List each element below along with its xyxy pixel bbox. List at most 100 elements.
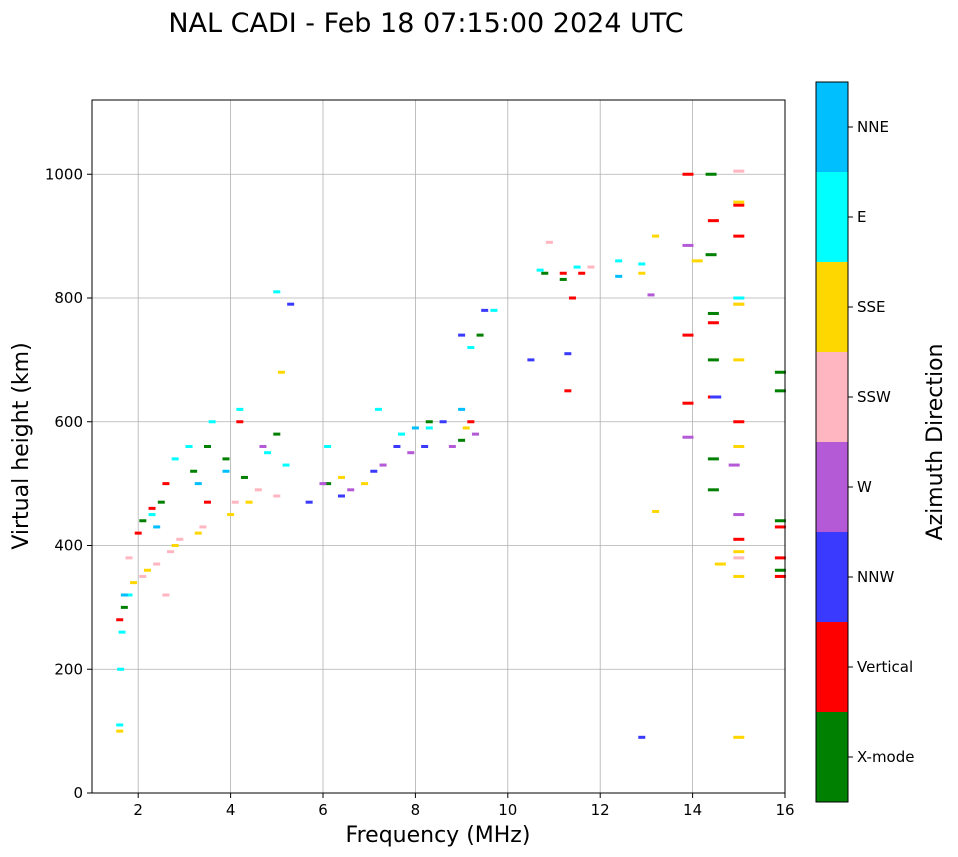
point-ssw [162, 593, 170, 597]
point-w [647, 293, 655, 297]
colorbar-label: W [857, 478, 872, 496]
point-ssw [587, 265, 595, 269]
point-nnw [287, 302, 295, 306]
point-nne [120, 593, 128, 597]
point-e [125, 593, 133, 597]
point-e [615, 259, 623, 263]
point-e [467, 346, 475, 349]
point-e [148, 513, 156, 517]
point-nne [411, 426, 419, 430]
point-x-mode [774, 568, 786, 572]
y-tick-label: 800 [54, 289, 83, 307]
x-tick-label: 10 [498, 801, 517, 819]
x-tick-label: 14 [683, 801, 702, 819]
point-nnw [337, 494, 345, 498]
colorbar-label: E [857, 208, 866, 226]
colorbar-swatch-vertical [816, 622, 848, 712]
point-sse [652, 234, 660, 238]
x-axis-label: Frequency (MHz) [346, 823, 531, 848]
point-x-mode [774, 370, 786, 374]
point-nnw [439, 420, 447, 424]
point-vertical [682, 333, 694, 337]
data-points [116, 169, 786, 739]
point-vertical [116, 618, 124, 622]
point-nnw [481, 308, 489, 312]
point-e [282, 463, 290, 467]
point-w [448, 445, 456, 448]
point-nnw [458, 333, 466, 337]
point-x-mode [139, 519, 147, 523]
point-ssw [176, 537, 184, 541]
colorbar-swatch-x-mode [816, 712, 848, 802]
point-sse [277, 370, 285, 374]
y-tick-label: 0 [73, 784, 83, 802]
grid [92, 100, 786, 794]
point-e [273, 290, 281, 294]
point-vertical [733, 234, 745, 238]
point-ssw [733, 556, 745, 560]
point-nnw [393, 445, 401, 448]
point-ssw [733, 169, 745, 173]
colorbar-title: Azimuth Direction [923, 343, 948, 540]
x-tick-label: 2 [133, 801, 143, 819]
colorbar-swatch-w [816, 442, 848, 532]
point-x-mode [707, 311, 719, 315]
y-tick-label: 600 [54, 413, 83, 431]
point-ssw [199, 525, 207, 529]
colorbar-label: SSW [857, 388, 891, 406]
point-vertical [774, 556, 786, 560]
colorbar-swatch-ssw [816, 352, 848, 442]
point-vertical [733, 420, 745, 424]
point-x-mode [222, 457, 230, 461]
y-tick-label: 400 [54, 537, 83, 555]
point-e [208, 420, 216, 424]
point-sse [143, 568, 151, 572]
x-tick-label: 6 [318, 801, 328, 819]
point-ssw [254, 488, 262, 492]
y-tick-label: 1000 [45, 165, 83, 183]
point-sse [733, 735, 745, 739]
point-vertical [774, 525, 786, 529]
point-vertical [134, 531, 142, 535]
point-w [407, 451, 415, 455]
point-x-mode [774, 519, 786, 523]
point-sse [652, 509, 660, 513]
colorbar-swatch-nnw [816, 532, 848, 622]
point-ssw [153, 562, 161, 566]
point-vertical [559, 271, 567, 275]
point-sse [227, 513, 235, 517]
point-w [319, 482, 327, 486]
point-vertical [578, 271, 586, 275]
point-e [425, 426, 433, 430]
point-sse [337, 475, 345, 479]
point-sse [691, 259, 703, 263]
x-tick-label: 8 [411, 801, 421, 819]
point-w [682, 435, 694, 439]
point-sse [245, 500, 253, 504]
point-e [171, 457, 179, 461]
point-nnw [421, 445, 429, 448]
point-e [398, 432, 406, 436]
point-x-mode [458, 438, 466, 442]
point-ssw [125, 556, 133, 560]
point-nne [194, 482, 202, 486]
point-x-mode [707, 358, 719, 362]
point-w [728, 463, 740, 467]
point-e [638, 262, 646, 266]
point-vertical [564, 389, 572, 393]
chart-title: NAL CADI - Feb 18 07:15:00 2024 UTC [168, 8, 683, 39]
point-vertical [568, 296, 576, 300]
point-nnw [370, 469, 378, 473]
point-e [236, 407, 244, 411]
point-nnw [564, 352, 572, 356]
point-e [118, 630, 126, 634]
point-w [471, 432, 479, 436]
point-w [733, 513, 745, 517]
point-sse [733, 550, 745, 554]
point-e [733, 296, 745, 300]
point-x-mode [273, 432, 281, 436]
colorbar-frame [815, 81, 849, 803]
point-ssw [139, 574, 147, 578]
point-x-mode [190, 469, 198, 473]
point-e [573, 265, 581, 269]
